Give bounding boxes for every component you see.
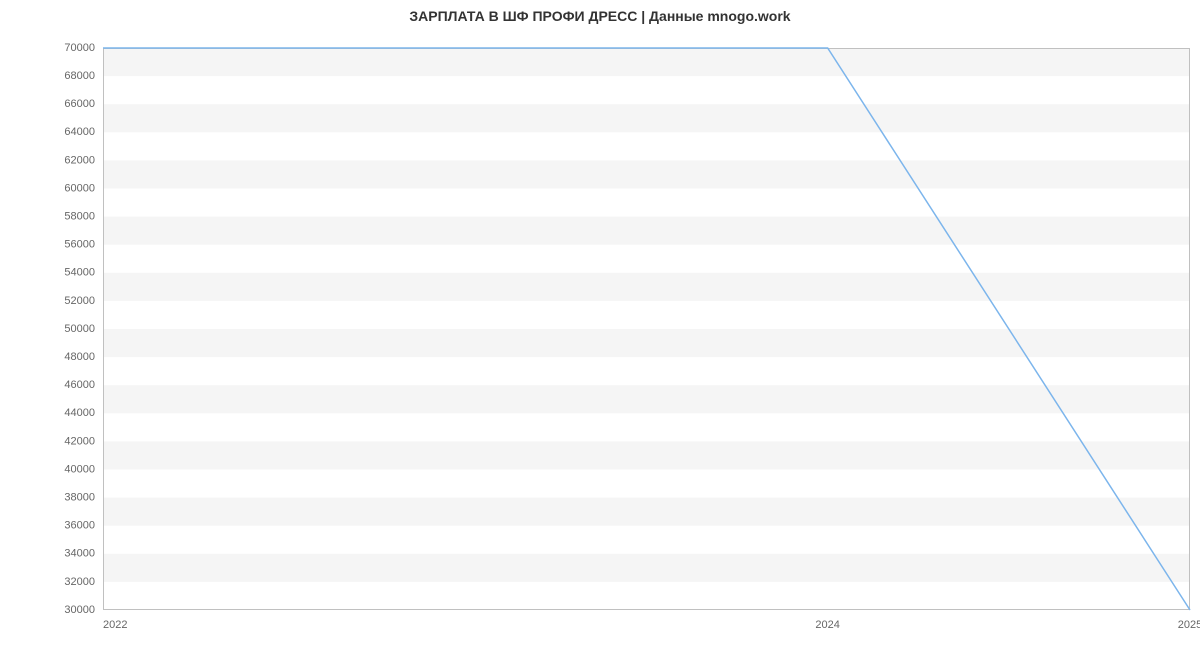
y-tick-label: 70000	[64, 42, 95, 54]
y-tick-label: 64000	[64, 126, 95, 138]
y-tick-label: 52000	[64, 295, 95, 307]
grid-band	[103, 273, 1190, 301]
y-tick-label: 62000	[64, 154, 95, 166]
y-tick-label: 68000	[64, 70, 95, 82]
chart-svg: 30000 32000 34000 36000 38000 40000 42000 44000…	[0, 0, 1200, 650]
y-tick-label: 40000	[64, 463, 95, 475]
y-tick-label: 60000	[64, 182, 95, 194]
grid-band	[103, 554, 1190, 582]
grid-band	[103, 441, 1190, 469]
y-tick-label: 30000	[64, 604, 95, 616]
y-tick-label: 34000	[64, 548, 95, 560]
grid-band	[103, 48, 1190, 76]
grid-band	[103, 329, 1190, 357]
grid-band	[103, 217, 1190, 245]
x-tick-label: 2024	[815, 619, 839, 631]
y-tick-label: 48000	[64, 351, 95, 363]
y-tick-label: 58000	[64, 211, 95, 223]
chart-container: ЗАРПЛАТА В ШФ ПРОФИ ДРЕСС | Данные mnogo…	[0, 0, 1200, 650]
y-tick-label: 32000	[64, 576, 95, 588]
x-tick-label: 2025	[1178, 619, 1200, 631]
y-axis-labels: 30000 32000 34000 36000 38000 40000 42000 44000…	[64, 42, 95, 616]
grid-band	[103, 498, 1190, 526]
y-tick-label: 38000	[64, 492, 95, 504]
y-tick-label: 66000	[64, 98, 95, 110]
y-tick-label: 56000	[64, 239, 95, 251]
y-tick-label: 36000	[64, 520, 95, 532]
y-tick-label: 46000	[64, 379, 95, 391]
chart-title: ЗАРПЛАТА В ШФ ПРОФИ ДРЕСС | Данные mnogo…	[0, 8, 1200, 24]
grid-band	[103, 104, 1190, 132]
y-tick-label: 50000	[64, 323, 95, 335]
x-tick-label: 2022	[103, 619, 127, 631]
y-tick-label: 42000	[64, 435, 95, 447]
grid-band	[103, 160, 1190, 188]
y-tick-label: 54000	[64, 267, 95, 279]
grid-band	[103, 385, 1190, 413]
y-tick-label: 44000	[64, 407, 95, 419]
